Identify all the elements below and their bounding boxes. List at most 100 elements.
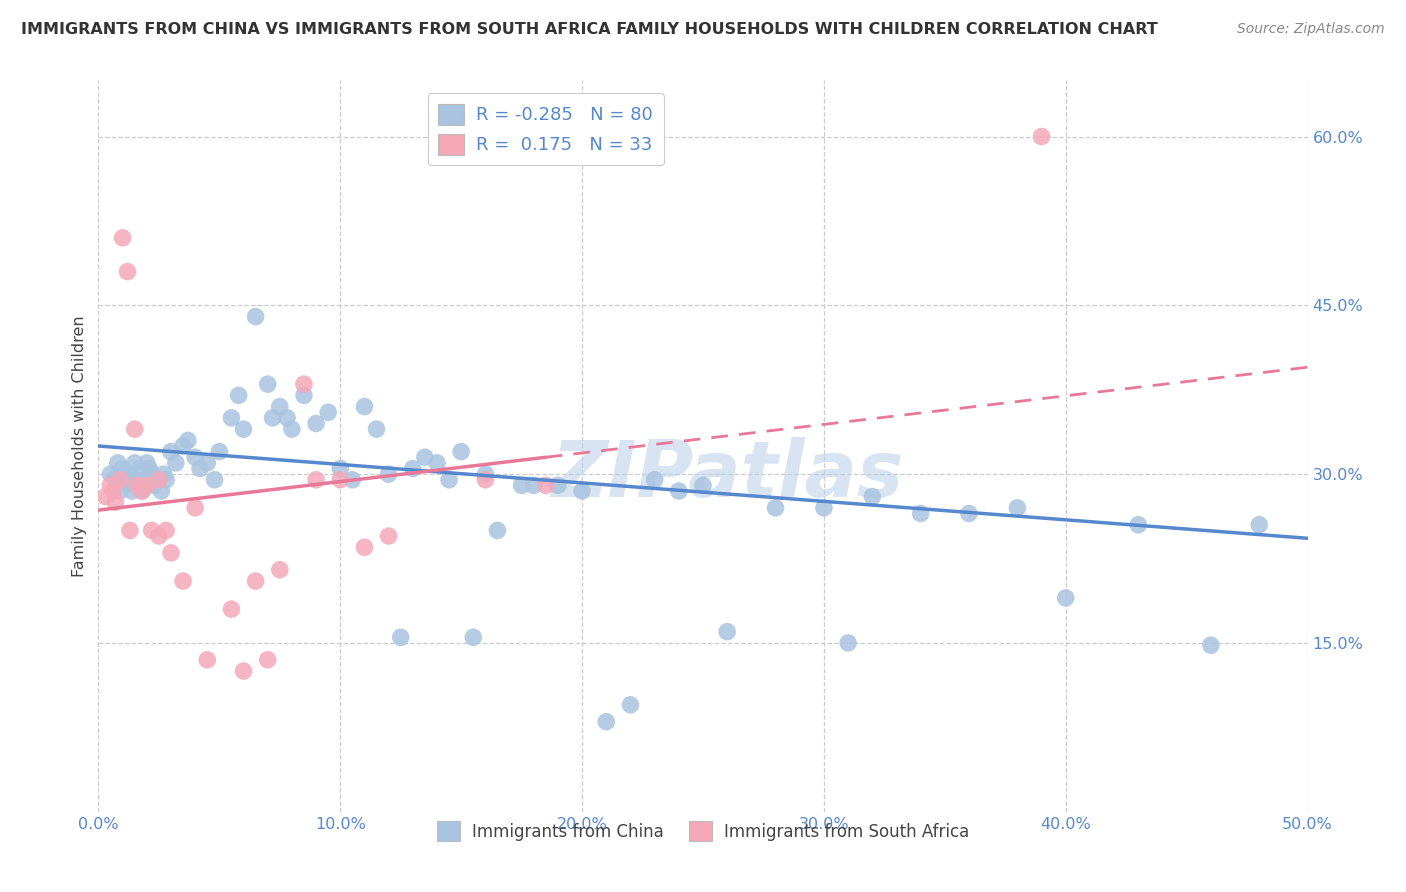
- Point: [329, 461, 352, 475]
- Point: [165, 456, 187, 470]
- Point: [450, 444, 472, 458]
- Point: [1128, 517, 1150, 532]
- Point: [269, 563, 291, 577]
- Point: [595, 714, 617, 729]
- Point: [100, 467, 122, 482]
- Text: ZIPatlas: ZIPatlas: [551, 437, 903, 513]
- Point: [150, 483, 173, 498]
- Point: [143, 478, 166, 492]
- Point: [232, 664, 254, 678]
- Point: [124, 422, 146, 436]
- Y-axis label: Family Households with Children: Family Households with Children: [72, 315, 87, 577]
- Point: [155, 473, 177, 487]
- Point: [316, 405, 339, 419]
- Point: [155, 524, 177, 538]
- Point: [172, 574, 194, 588]
- Point: [135, 473, 157, 487]
- Point: [160, 444, 183, 458]
- Point: [172, 439, 194, 453]
- Point: [118, 524, 141, 538]
- Point: [131, 483, 153, 498]
- Point: [523, 478, 546, 492]
- Point: [221, 410, 243, 425]
- Point: [463, 630, 485, 644]
- Point: [860, 490, 883, 504]
- Point: [108, 483, 131, 498]
- Point: [716, 624, 738, 639]
- Point: [177, 434, 200, 448]
- Point: [121, 483, 143, 498]
- Point: [160, 546, 183, 560]
- Point: [426, 456, 449, 470]
- Point: [94, 490, 117, 504]
- Point: [138, 461, 160, 475]
- Point: [256, 653, 278, 667]
- Point: [692, 478, 714, 492]
- Point: [135, 456, 157, 470]
- Point: [510, 478, 533, 492]
- Point: [184, 450, 207, 465]
- Point: [256, 377, 278, 392]
- Point: [204, 473, 226, 487]
- Text: Source: ZipAtlas.com: Source: ZipAtlas.com: [1237, 22, 1385, 37]
- Point: [101, 483, 124, 498]
- Point: [353, 400, 375, 414]
- Point: [413, 450, 436, 465]
- Point: [813, 500, 835, 515]
- Point: [668, 483, 690, 498]
- Point: [208, 444, 231, 458]
- Point: [292, 388, 315, 402]
- Point: [837, 636, 859, 650]
- Text: IMMIGRANTS FROM CHINA VS IMMIGRANTS FROM SOUTH AFRICA FAMILY HOUSEHOLDS WITH CHI: IMMIGRANTS FROM CHINA VS IMMIGRANTS FROM…: [21, 22, 1157, 37]
- Point: [111, 461, 134, 475]
- Point: [107, 456, 129, 470]
- Point: [135, 478, 157, 492]
- Point: [104, 495, 127, 509]
- Point: [486, 524, 509, 538]
- Point: [221, 602, 243, 616]
- Point: [232, 422, 254, 436]
- Point: [195, 653, 218, 667]
- Point: [437, 473, 460, 487]
- Legend: Immigrants from China, Immigrants from South Africa: Immigrants from China, Immigrants from S…: [430, 814, 976, 847]
- Point: [108, 473, 131, 487]
- Point: [152, 467, 174, 482]
- Point: [184, 500, 207, 515]
- Point: [127, 478, 149, 492]
- Point: [124, 478, 146, 492]
- Point: [276, 410, 298, 425]
- Point: [910, 507, 932, 521]
- Point: [571, 483, 593, 498]
- Point: [402, 461, 425, 475]
- Point: [148, 473, 170, 487]
- Point: [305, 417, 328, 431]
- Point: [305, 473, 328, 487]
- Point: [389, 630, 412, 644]
- Point: [128, 461, 150, 475]
- Point: [765, 500, 787, 515]
- Point: [534, 478, 557, 492]
- Point: [117, 264, 139, 278]
- Point: [195, 456, 218, 470]
- Point: [342, 473, 364, 487]
- Point: [1249, 517, 1271, 532]
- Point: [644, 473, 666, 487]
- Point: [117, 473, 139, 487]
- Point: [1007, 500, 1029, 515]
- Point: [104, 473, 127, 487]
- Point: [118, 467, 141, 482]
- Point: [377, 467, 399, 482]
- Point: [619, 698, 641, 712]
- Point: [366, 422, 388, 436]
- Point: [957, 507, 980, 521]
- Point: [148, 529, 170, 543]
- Point: [292, 377, 315, 392]
- Point: [111, 473, 134, 487]
- Point: [329, 473, 352, 487]
- Point: [228, 388, 250, 402]
- Point: [281, 422, 304, 436]
- Point: [111, 231, 134, 245]
- Point: [188, 461, 211, 475]
- Point: [262, 410, 284, 425]
- Point: [124, 456, 146, 470]
